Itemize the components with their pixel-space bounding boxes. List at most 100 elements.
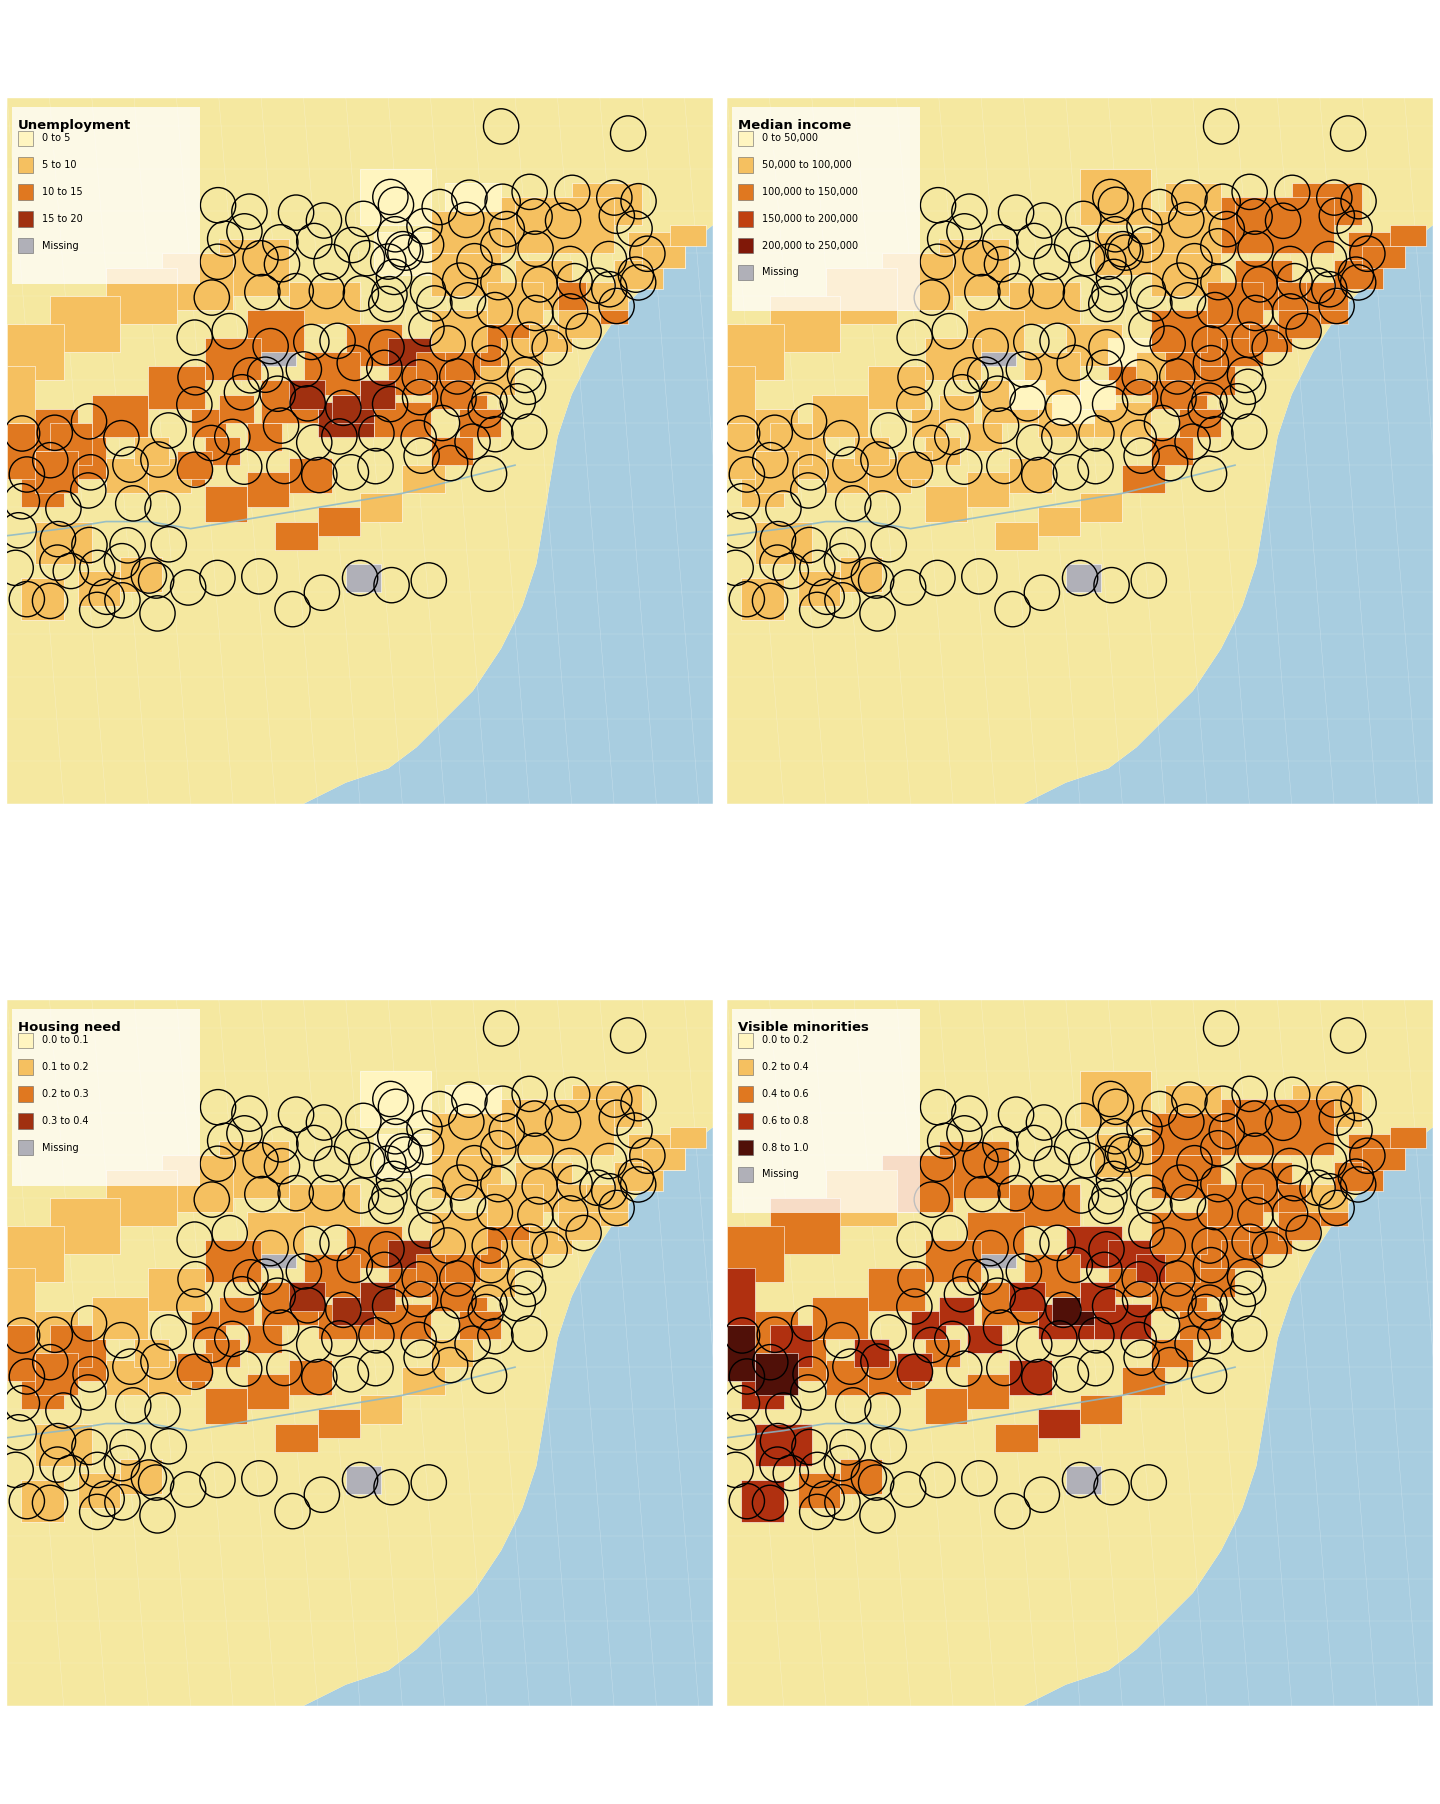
Polygon shape bbox=[204, 487, 248, 521]
Polygon shape bbox=[1207, 1099, 1292, 1155]
Polygon shape bbox=[586, 1183, 628, 1212]
Polygon shape bbox=[134, 1339, 170, 1367]
Polygon shape bbox=[1009, 281, 1080, 325]
Polygon shape bbox=[883, 1155, 953, 1212]
Polygon shape bbox=[924, 1239, 981, 1283]
Polygon shape bbox=[219, 395, 253, 422]
Polygon shape bbox=[642, 1149, 684, 1169]
Polygon shape bbox=[883, 1360, 924, 1389]
Polygon shape bbox=[331, 395, 374, 422]
Polygon shape bbox=[204, 437, 240, 465]
Polygon shape bbox=[346, 1467, 382, 1494]
Polygon shape bbox=[431, 1155, 501, 1198]
Polygon shape bbox=[331, 1297, 374, 1324]
Polygon shape bbox=[163, 1155, 233, 1212]
Polygon shape bbox=[261, 1239, 297, 1268]
Polygon shape bbox=[472, 325, 530, 366]
Polygon shape bbox=[727, 325, 783, 381]
Bar bbox=[17, 1086, 33, 1102]
Text: 200,000 to 250,000: 200,000 to 250,000 bbox=[762, 240, 858, 251]
Polygon shape bbox=[1009, 381, 1045, 410]
Polygon shape bbox=[924, 437, 960, 465]
Polygon shape bbox=[756, 1423, 812, 1467]
Polygon shape bbox=[219, 1142, 289, 1198]
Polygon shape bbox=[1236, 1162, 1292, 1212]
Polygon shape bbox=[261, 337, 297, 366]
Polygon shape bbox=[1207, 197, 1292, 253]
Text: 0.1 to 0.2: 0.1 to 0.2 bbox=[42, 1063, 88, 1072]
Polygon shape bbox=[360, 1283, 395, 1312]
Text: Missing: Missing bbox=[762, 1169, 798, 1180]
Text: 0.0 to 0.1: 0.0 to 0.1 bbox=[42, 1035, 88, 1046]
Polygon shape bbox=[868, 366, 924, 410]
Polygon shape bbox=[897, 451, 932, 480]
Polygon shape bbox=[910, 410, 946, 437]
Polygon shape bbox=[318, 1409, 360, 1438]
Polygon shape bbox=[1009, 1283, 1045, 1312]
Text: 15 to 20: 15 to 20 bbox=[42, 215, 82, 224]
Bar bbox=[17, 157, 33, 173]
Polygon shape bbox=[7, 1268, 36, 1324]
Text: Median income: Median income bbox=[737, 119, 851, 132]
Polygon shape bbox=[742, 1479, 783, 1523]
Polygon shape bbox=[572, 182, 642, 226]
Polygon shape bbox=[1348, 233, 1404, 267]
Polygon shape bbox=[22, 465, 63, 507]
Polygon shape bbox=[219, 1297, 253, 1324]
Polygon shape bbox=[22, 577, 63, 621]
Polygon shape bbox=[248, 1375, 289, 1409]
Polygon shape bbox=[1207, 1183, 1263, 1227]
Polygon shape bbox=[289, 1183, 360, 1227]
Polygon shape bbox=[389, 352, 445, 395]
Polygon shape bbox=[204, 1339, 240, 1367]
Polygon shape bbox=[7, 422, 36, 480]
Polygon shape bbox=[107, 1169, 177, 1227]
Polygon shape bbox=[769, 1324, 812, 1367]
Polygon shape bbox=[36, 451, 78, 492]
Polygon shape bbox=[1236, 1099, 1333, 1155]
Polygon shape bbox=[204, 337, 261, 381]
Polygon shape bbox=[530, 1227, 572, 1254]
Polygon shape bbox=[756, 1353, 798, 1394]
Text: 0.0 to 0.2: 0.0 to 0.2 bbox=[762, 1035, 808, 1046]
Polygon shape bbox=[431, 211, 501, 253]
Polygon shape bbox=[374, 1135, 431, 1176]
Bar bbox=[737, 1140, 753, 1155]
Polygon shape bbox=[261, 1283, 318, 1324]
Text: 5 to 10: 5 to 10 bbox=[42, 161, 76, 170]
Polygon shape bbox=[727, 366, 756, 422]
Polygon shape bbox=[22, 1312, 78, 1353]
Polygon shape bbox=[49, 296, 120, 352]
Text: Missing: Missing bbox=[42, 240, 78, 251]
Polygon shape bbox=[1362, 247, 1404, 267]
Polygon shape bbox=[1009, 1183, 1080, 1227]
Polygon shape bbox=[868, 458, 910, 492]
Polygon shape bbox=[163, 1360, 204, 1389]
Polygon shape bbox=[346, 325, 402, 366]
Polygon shape bbox=[1165, 1254, 1200, 1283]
Polygon shape bbox=[742, 410, 798, 451]
Polygon shape bbox=[769, 1198, 840, 1254]
Polygon shape bbox=[742, 577, 783, 621]
Polygon shape bbox=[1038, 402, 1094, 437]
Polygon shape bbox=[1192, 1227, 1250, 1268]
Text: 150,000 to 200,000: 150,000 to 200,000 bbox=[762, 215, 858, 224]
Polygon shape bbox=[36, 521, 92, 565]
Text: 50,000 to 100,000: 50,000 to 100,000 bbox=[762, 161, 851, 170]
Polygon shape bbox=[459, 410, 501, 437]
Polygon shape bbox=[1094, 402, 1151, 437]
Polygon shape bbox=[1066, 325, 1122, 366]
Polygon shape bbox=[1333, 260, 1384, 289]
Polygon shape bbox=[1391, 1128, 1426, 1149]
Polygon shape bbox=[304, 1254, 360, 1297]
Polygon shape bbox=[49, 1324, 92, 1367]
Polygon shape bbox=[756, 451, 798, 492]
Polygon shape bbox=[1151, 1113, 1221, 1155]
Polygon shape bbox=[248, 310, 304, 352]
Polygon shape bbox=[1136, 1254, 1179, 1283]
Polygon shape bbox=[289, 281, 360, 325]
Polygon shape bbox=[1362, 1149, 1404, 1169]
Polygon shape bbox=[107, 458, 148, 492]
Bar bbox=[17, 1113, 33, 1129]
Polygon shape bbox=[968, 310, 1024, 352]
